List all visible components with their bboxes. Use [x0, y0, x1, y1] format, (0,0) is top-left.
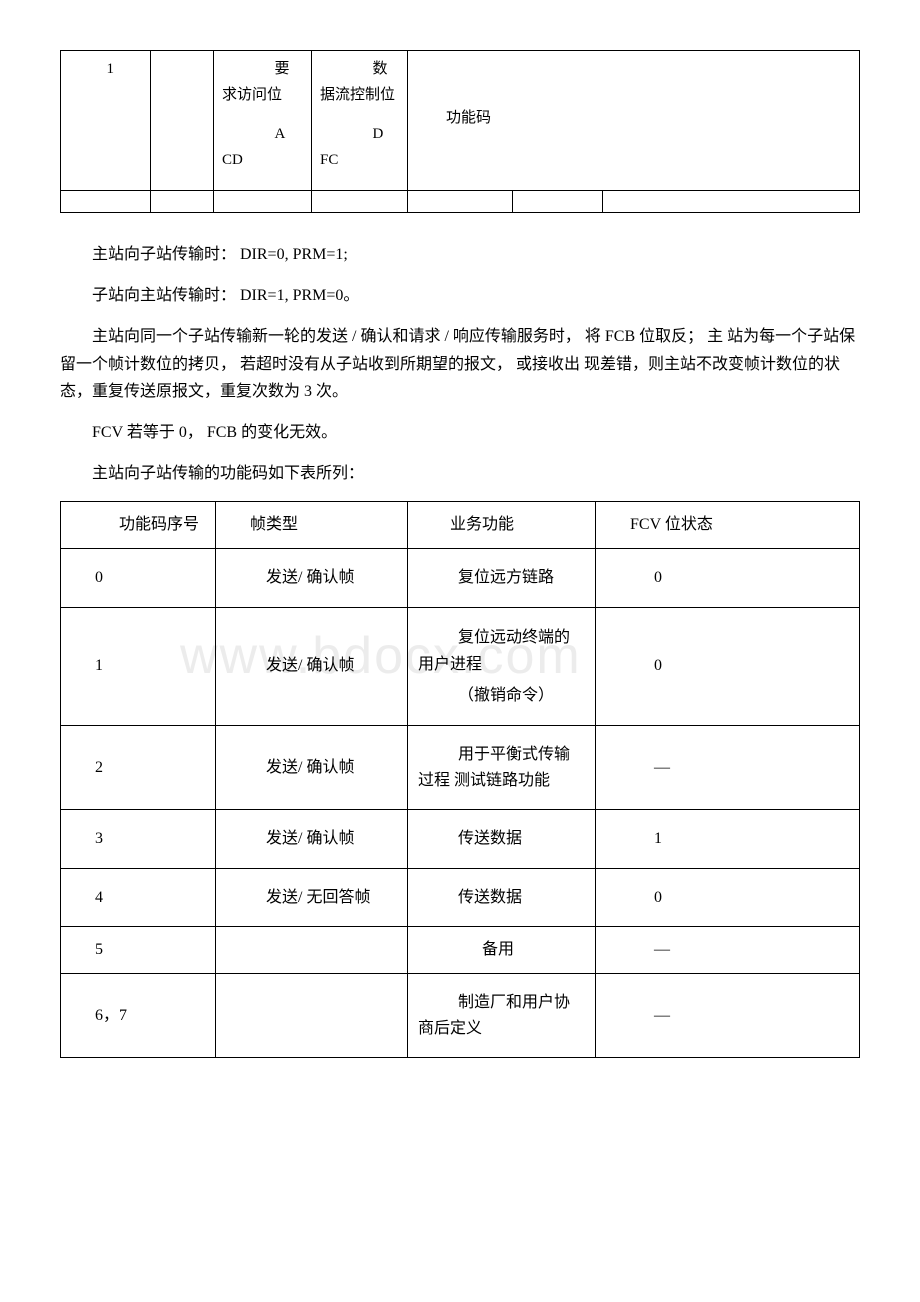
- function-code-table: 功能码序号 帧类型 业务功能 FCV 位状态 0 发送/ 确认帧 复位远方链路 …: [60, 501, 860, 1058]
- cell-num: 6，7: [61, 974, 216, 1058]
- header-frametype: 帧类型: [216, 502, 408, 549]
- table-row: 4 发送/ 无回答帧 传送数据 0: [61, 868, 860, 927]
- cell-fcv: —: [596, 974, 860, 1058]
- cell-num: 2: [61, 726, 216, 810]
- table-row: 1 发送/ 确认帧 复位远动终端的用户进程 （撤销命令） 0: [61, 607, 860, 726]
- cell-type: [216, 927, 408, 974]
- cell-type: 发送/ 确认帧: [216, 607, 408, 726]
- header-funcnum: 功能码序号: [61, 502, 216, 549]
- table-row: 6，7 制造厂和用户协商后定义 —: [61, 974, 860, 1058]
- cell-func: 传送数据: [408, 810, 596, 869]
- paragraph-dir-prm-1: 主站向子站传输时： DIR=0, PRM=1;: [60, 241, 860, 268]
- cell-func: 制造厂和用户协商后定义: [408, 974, 596, 1058]
- table-row: 3 发送/ 确认帧 传送数据 1: [61, 810, 860, 869]
- bit-definition-table: 1 要 求访问位 A CD 数 据流控制位 D FC 功能码: [60, 50, 860, 213]
- cell-num: 5: [61, 927, 216, 974]
- cell-type: 发送/ 确认帧: [216, 810, 408, 869]
- cell-fcv: 0: [596, 868, 860, 927]
- bit-cell-1: 1: [61, 51, 151, 191]
- cell-fcv: —: [596, 927, 860, 974]
- empty-cell: [61, 191, 151, 213]
- bit-cell-2: [151, 51, 214, 191]
- cell-fcv: 1: [596, 810, 860, 869]
- empty-cell: [603, 191, 860, 213]
- cell-num: 0: [61, 548, 216, 607]
- cell-type: 发送/ 确认帧: [216, 548, 408, 607]
- table-row: 5 备用 —: [61, 927, 860, 974]
- empty-cell: [214, 191, 312, 213]
- paragraph-fcb: 主站向同一个子站传输新一轮的发送 / 确认和请求 / 响应传输服务时， 将 FC…: [60, 323, 860, 405]
- paragraph-fcv: FCV 若等于 0， FCB 的变化无效。: [60, 419, 860, 446]
- cell-func: 用于平衡式传输过程 测试链路功能: [408, 726, 596, 810]
- header-bizfunc: 业务功能: [408, 502, 596, 549]
- cell-num: 4: [61, 868, 216, 927]
- cell-type: 发送/ 无回答帧: [216, 868, 408, 927]
- cell-fcv: —: [596, 726, 860, 810]
- paragraph-dir-prm-2: 子站向主站传输时： DIR=1, PRM=0。: [60, 282, 860, 309]
- bit-cell-dfc: 数 据流控制位 D FC: [312, 51, 408, 191]
- cell-num: 1: [61, 607, 216, 726]
- empty-cell: [408, 191, 513, 213]
- bit-cell-funccode: 功能码: [408, 51, 860, 191]
- cell-func: 传送数据: [408, 868, 596, 927]
- empty-cell: [312, 191, 408, 213]
- cell-fcv: 0: [596, 607, 860, 726]
- cell-func: 复位远动终端的用户进程 （撤销命令）: [408, 607, 596, 726]
- cell-type: [216, 974, 408, 1058]
- cell-type: 发送/ 确认帧: [216, 726, 408, 810]
- cell-func: 备用: [408, 927, 596, 974]
- table-header-row: 功能码序号 帧类型 业务功能 FCV 位状态: [61, 502, 860, 549]
- table-row: 0 发送/ 确认帧 复位远方链路 0: [61, 548, 860, 607]
- table-row: 2 发送/ 确认帧 用于平衡式传输过程 测试链路功能 —: [61, 726, 860, 810]
- header-fcv: FCV 位状态: [596, 502, 860, 549]
- document-content: 1 要 求访问位 A CD 数 据流控制位 D FC 功能码: [60, 50, 860, 1058]
- cell-num: 3: [61, 810, 216, 869]
- cell-func: 复位远方链路: [408, 548, 596, 607]
- paragraph-table-intro: 主站向子站传输的功能码如下表所列：: [60, 460, 860, 487]
- empty-cell: [513, 191, 603, 213]
- cell-fcv: 0: [596, 548, 860, 607]
- bit-cell-acd: 要 求访问位 A CD: [214, 51, 312, 191]
- empty-cell: [151, 191, 214, 213]
